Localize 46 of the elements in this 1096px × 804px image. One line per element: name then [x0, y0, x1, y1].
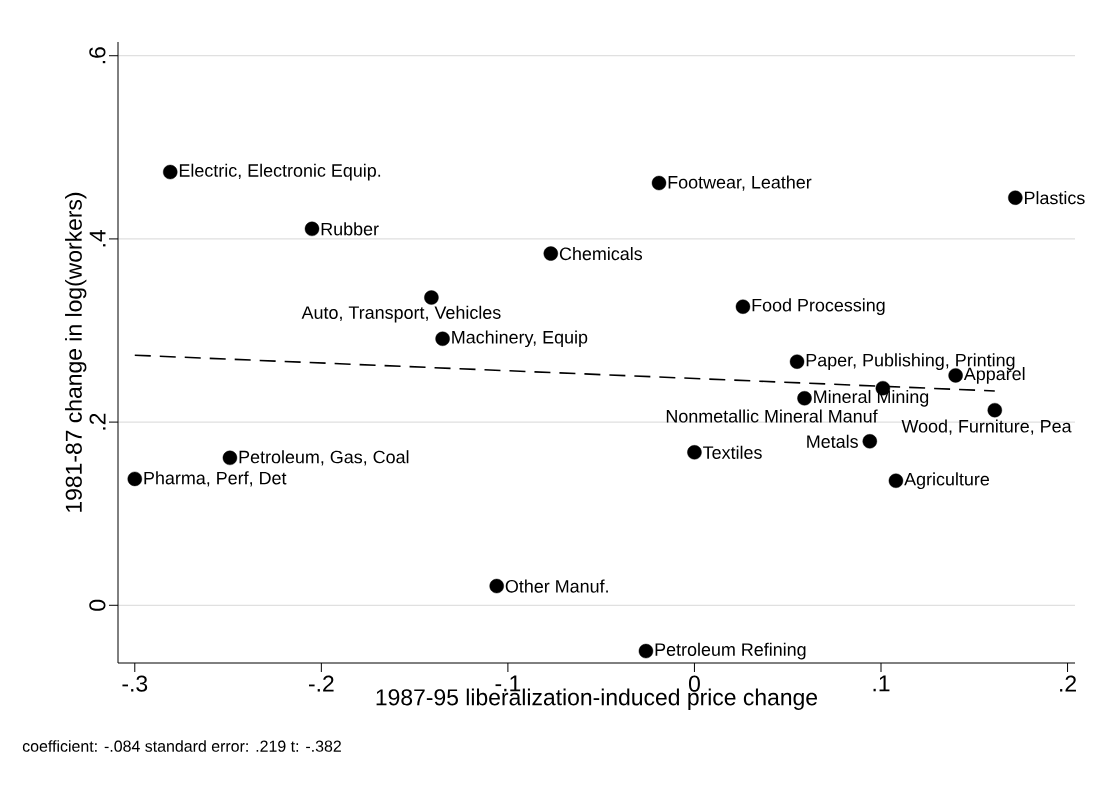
- point: [435, 331, 450, 346]
- y-tick-label: .6: [89, 47, 106, 64]
- annotation: Petroleum, Gas, Coal: [239, 450, 409, 466]
- annotation: Wood, Furniture, Pea: [901, 419, 1072, 435]
- x-tick-label: .2: [1060, 675, 1076, 692]
- x-tick-label: -.3: [122, 675, 148, 692]
- point: [651, 175, 667, 191]
- point: [424, 290, 439, 305]
- point: [1008, 190, 1023, 205]
- point: [638, 643, 654, 659]
- point: [789, 354, 805, 369]
- point: [222, 450, 238, 466]
- point: [797, 391, 812, 406]
- annotation: Petroleum Refining: [655, 642, 806, 660]
- point: [948, 368, 963, 383]
- point: [687, 445, 702, 460]
- point: [987, 403, 1002, 418]
- annotation: Rubber: [321, 222, 379, 236]
- x-tick-label: .1: [873, 675, 890, 692]
- y-tick-label: 0: [89, 599, 106, 611]
- y-tick-label: .2: [89, 413, 106, 430]
- annotation: Textiles: [703, 445, 762, 459]
- point: [888, 473, 904, 488]
- x-tick-label: -.2: [308, 675, 334, 692]
- annotation: Auto, Transport, Vehicles: [301, 305, 501, 323]
- annotation: Agriculture: [904, 472, 990, 490]
- point: [862, 434, 878, 449]
- annotation: Electric, Electronic Equip.: [179, 163, 381, 181]
- annotation: Nonmetallic Mineral Manuf: [666, 409, 878, 423]
- annotation: Food Processing: [752, 298, 885, 316]
- y-axis-title: 1981-87 change in log(workers): [65, 192, 87, 512]
- annotation: Machinery, Equip: [452, 330, 588, 348]
- annotation: Plastics: [1024, 191, 1085, 205]
- y-tick-label: .4: [89, 230, 106, 247]
- text: coefficient: -.084 standard error: .219 t: -.382: [22, 740, 341, 752]
- point: [163, 164, 178, 180]
- point: [304, 221, 320, 237]
- point: [735, 299, 751, 314]
- point: [543, 246, 558, 261]
- annotation: Other Manuf.: [505, 579, 608, 593]
- point: [127, 471, 142, 487]
- annotation: Chemicals: [559, 246, 643, 261]
- annotation: Metals: [807, 434, 858, 448]
- annotation: Footwear, Leather: [668, 175, 812, 191]
- point: [489, 578, 504, 594]
- annotation: Pharma, Perf, Det: [144, 471, 287, 487]
